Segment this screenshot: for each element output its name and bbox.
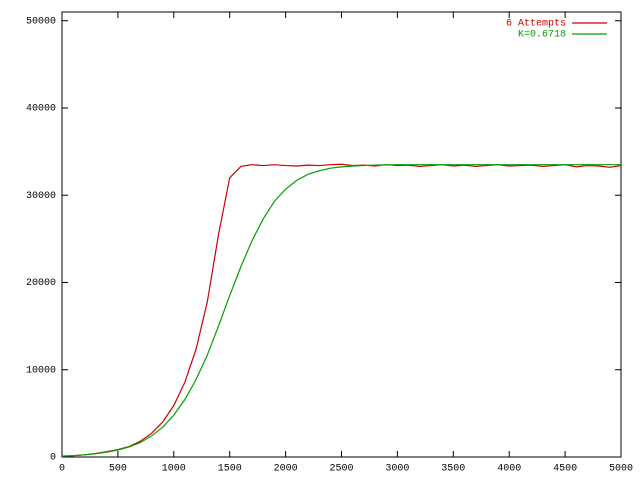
x-tick-label: 0 [59, 464, 65, 475]
y-tick-label: 50000 [26, 16, 56, 27]
y-tick-label: 40000 [26, 104, 56, 115]
legend-label: K=0.6718 [518, 30, 566, 41]
x-tick-label: 500 [109, 464, 127, 475]
x-tick-label: 1500 [218, 464, 242, 475]
x-tick-label: 5000 [609, 464, 633, 475]
legend-label: 6 Attempts [506, 19, 566, 30]
y-tick-label: 0 [50, 453, 56, 464]
x-tick-label: 3500 [441, 464, 465, 475]
y-tick-label: 30000 [26, 191, 56, 202]
series-line [61, 164, 621, 457]
x-tick-label: 1000 [162, 464, 186, 475]
series-line [61, 163, 622, 457]
y-tick-label: 10000 [26, 365, 56, 376]
x-tick-label: 4500 [553, 464, 577, 475]
y-tick-label: 20000 [26, 278, 56, 289]
x-tick-label: 4000 [497, 464, 521, 475]
x-tick-label: 2500 [329, 464, 353, 475]
x-tick-label: 3000 [385, 464, 409, 475]
plot-frame [61, 11, 622, 458]
x-tick-label: 2000 [274, 464, 298, 475]
